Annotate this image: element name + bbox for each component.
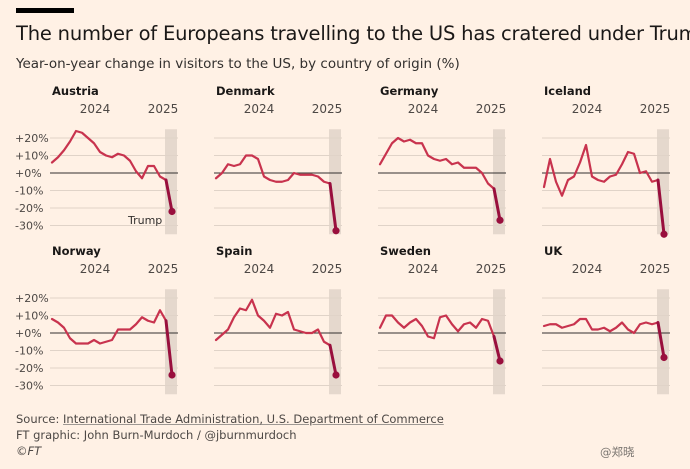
y-tick-label: +0% [15, 327, 42, 340]
series-line [378, 136, 496, 190]
panel-norway: +20% +10% +0% -10% -20% -30% Norway 2024 2025 [15, 244, 179, 395]
y-tick-label: -10% [15, 345, 43, 358]
x-tick-label: 2025 [148, 262, 179, 276]
x-tick-label: 2025 [148, 102, 179, 116]
final-drop-segment [328, 182, 338, 233]
source-line: Source: International Trade Administrati… [16, 412, 444, 426]
final-drop-segment [656, 321, 666, 359]
series-line [542, 143, 660, 197]
x-tick-label: 2024 [244, 102, 275, 116]
x-tick-label: 2024 [572, 262, 603, 276]
small-multiples-chart: +20% +10% +0% -10% -20% -30% Austria 2024 2025 Tr… [15, 84, 671, 395]
panel-denmark: Denmark 2024 2025 [214, 84, 343, 235]
x-tick-label: 2025 [640, 262, 671, 276]
series-line [50, 129, 168, 182]
final-point [168, 207, 176, 216]
panel-title: Denmark [216, 84, 275, 98]
series-line [378, 314, 496, 340]
y-tick-label: +10% [15, 310, 49, 323]
chart-subtitle: Year-on-year change in visitors to the U… [16, 56, 460, 72]
final-point [332, 227, 340, 235]
y-tick-label: -30% [15, 380, 43, 393]
series-line [214, 298, 332, 347]
shade-2025 [657, 289, 669, 395]
panel-sweden: Sweden 2024 2025 [378, 244, 507, 395]
y-tick-label: -30% [15, 220, 43, 233]
series-line [214, 154, 332, 185]
panel-spain: Spain 2024 2025 [214, 244, 343, 395]
final-drop-segment [164, 178, 174, 213]
final-point [496, 357, 504, 365]
panel-title: UK [544, 244, 563, 258]
chart-title: The number of Europeans travelling to th… [16, 22, 690, 45]
final-drop-segment [492, 335, 502, 363]
x-tick-label: 2025 [640, 102, 671, 116]
y-tick-label: -20% [15, 202, 43, 215]
trump-annotation: Trump [127, 214, 162, 227]
y-tick-label: +0% [15, 167, 42, 180]
panel-title: Sweden [380, 244, 431, 258]
panel-iceland: Iceland 2024 2025 [542, 84, 670, 238]
panel-title: Germany [380, 84, 439, 98]
series-line [50, 309, 168, 345]
x-tick-label: 2025 [312, 262, 343, 276]
watermark: @郑晓 [600, 445, 635, 459]
final-point [496, 216, 504, 224]
final-drop-segment [656, 178, 666, 236]
panel-uk: UK 2024 2025 [542, 244, 671, 395]
y-tick-label: -10% [15, 185, 43, 198]
final-point [168, 371, 176, 379]
panel-title: Iceland [544, 84, 591, 98]
shade-2025 [165, 289, 177, 395]
panel-title: Spain [216, 244, 252, 258]
x-tick-label: 2024 [408, 102, 439, 116]
final-drop-segment [328, 343, 338, 377]
final-point [660, 353, 668, 362]
source-link[interactable]: International Trade Administration, U.S.… [63, 412, 444, 426]
x-tick-label: 2025 [312, 102, 343, 116]
final-drop-segment [164, 319, 174, 377]
graphic-credit: FT graphic: John Burn-Murdoch / @jburnmu… [16, 428, 297, 442]
y-tick-label: +20% [15, 292, 49, 305]
series-line [542, 317, 660, 335]
panel-austria: +20% +10% +0% -10% -20% -30% Austria 2024 2025 Tr… [15, 84, 179, 235]
source-label: Source: [16, 412, 60, 426]
panel-title: Austria [52, 84, 99, 98]
x-tick-label: 2024 [244, 262, 275, 276]
panel-germany: Germany 2024 2025 [378, 84, 507, 235]
x-tick-label: 2024 [80, 102, 111, 116]
y-tick-label: +10% [15, 150, 49, 163]
shade-2025 [329, 289, 341, 395]
ft-top-bar [16, 8, 74, 13]
x-tick-label: 2024 [80, 262, 111, 276]
y-tick-label: +20% [15, 132, 49, 145]
final-drop-segment [492, 187, 502, 222]
copyright: ©FT [16, 444, 42, 458]
final-point [660, 230, 668, 238]
y-tick-label: -20% [15, 362, 43, 375]
x-tick-label: 2025 [476, 262, 507, 276]
x-tick-label: 2024 [572, 102, 603, 116]
panel-title: Norway [52, 244, 101, 258]
x-tick-label: 2024 [408, 262, 439, 276]
final-point [332, 371, 340, 379]
x-tick-label: 2025 [476, 102, 507, 116]
